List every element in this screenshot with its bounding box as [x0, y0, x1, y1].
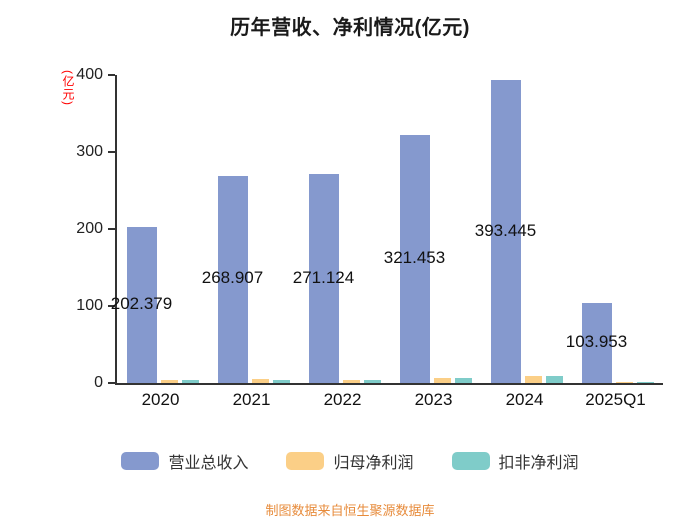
bar-营业总收入-2023: [399, 135, 430, 383]
bar-归母净利润-2023: [433, 378, 451, 383]
value-label: 393.445: [474, 220, 537, 240]
y-tick-mark: [108, 151, 115, 153]
chart-title: 历年营收、净利情况(亿元): [230, 17, 470, 39]
legend-item-归母净利润[interactable]: 归母净利润: [286, 449, 414, 473]
value-label: 202.379: [110, 294, 173, 314]
bar-归母净利润-2022: [342, 379, 360, 383]
bar-营业总收入-2021: [217, 175, 248, 383]
legend-swatch: [286, 452, 325, 470]
y-axis-unit-label: (亿元): [61, 70, 75, 106]
value-label: 103.953: [565, 331, 628, 351]
y-tick-mark: [108, 74, 115, 76]
bar-营业总收入-2022: [308, 174, 339, 383]
x-axis-label: 2023: [414, 390, 453, 409]
y-tick-mark: [108, 228, 115, 230]
value-label: 271.124: [292, 267, 355, 287]
y-tick-label: 400: [76, 66, 103, 83]
data-source-note: 制图数据来自恒生聚源数据库: [265, 503, 435, 518]
y-tick-mark: [108, 382, 115, 384]
bar-归母净利润-2025Q1: [615, 381, 633, 383]
y-tick-label: 300: [76, 143, 103, 160]
bar-营业总收入-2025Q1: [581, 302, 612, 383]
y-tick-mark: [108, 305, 115, 307]
x-axis-label: 2022: [323, 390, 362, 409]
bar-归母净利润-2024: [524, 376, 542, 383]
bar-归母净利润-2020: [160, 379, 178, 383]
bar-营业总收入-2024: [490, 80, 521, 383]
legend-item-营业总收入[interactable]: 营业总收入: [121, 449, 248, 473]
y-tick-label: 100: [76, 297, 103, 314]
bar-扣非净利润-2020: [181, 380, 199, 383]
x-axis-label: 2025Q1: [585, 390, 646, 409]
legend: 营业总收入 归母净利润 扣非净利润: [0, 449, 700, 473]
x-axis-labels: 2020 2021 2022 2023 2024 2025Q1: [115, 390, 661, 410]
y-tick-label: 200: [76, 220, 103, 237]
bar-扣非净利润-2025Q1: [636, 381, 654, 383]
legend-label: 扣非净利润: [498, 455, 579, 472]
bar-扣非净利润-2022: [363, 379, 381, 383]
x-axis-label: 2020: [141, 390, 180, 409]
bar-扣非净利润-2023: [454, 378, 472, 383]
value-label: 268.907: [201, 268, 264, 288]
legend-item-扣非净利润[interactable]: 扣非净利润: [451, 449, 579, 473]
legend-label: 营业总收入: [168, 455, 249, 472]
legend-label: 归母净利润: [333, 455, 414, 472]
legend-swatch: [121, 452, 160, 470]
bar-扣非净利润-2021: [272, 379, 290, 383]
x-axis-label: 2024: [505, 390, 544, 409]
x-axis-label: 2021: [232, 390, 271, 409]
bar-归母净利润-2021: [251, 379, 269, 383]
legend-swatch: [451, 452, 490, 470]
bar-营业总收入-2020: [126, 227, 157, 383]
y-tick-label: 0: [94, 374, 103, 391]
value-label: 321.453: [383, 248, 446, 268]
plot-area: 0 100 200 300 400 202.379 268.907 271.124 321.45…: [76, 66, 663, 391]
bar-扣非净利润-2024: [545, 376, 563, 383]
